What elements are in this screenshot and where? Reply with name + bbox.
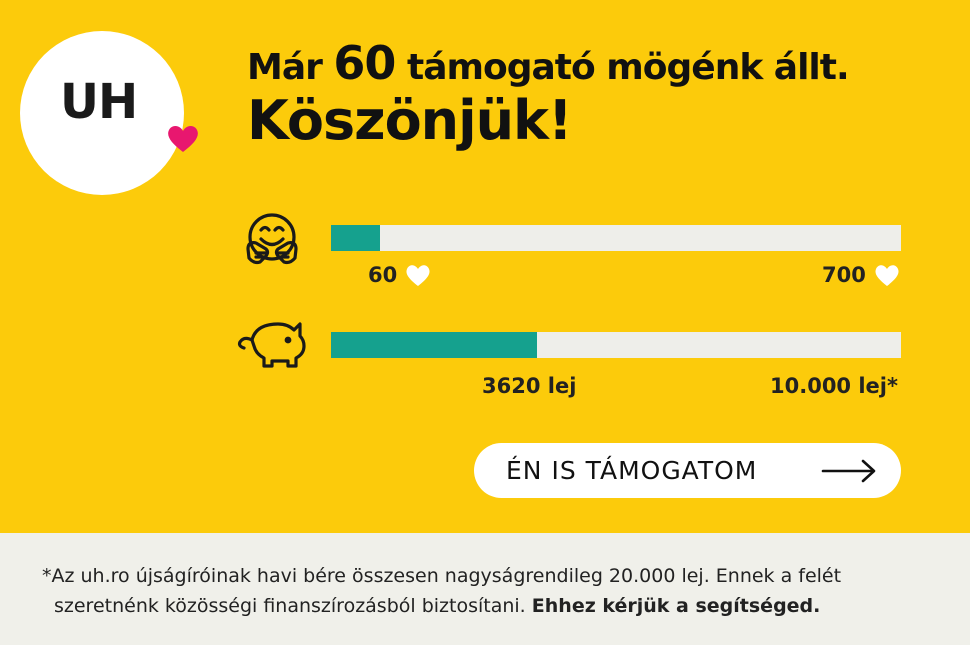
headline-prefix: Már <box>247 47 323 88</box>
piggy-bank-icon <box>237 322 306 368</box>
headline-suffix: támogató mögénk állt. <box>406 47 850 88</box>
headline-thanks: Köszönjük! <box>247 89 573 152</box>
footnote-line2-text: szeretnénk közösségi finanszírozásból bi… <box>54 595 526 617</box>
supporters-current: 60 <box>368 264 431 287</box>
supporters-progress-bar <box>331 225 901 251</box>
footnote-line2: szeretnénk közösségi finanszírozásból bi… <box>42 591 942 621</box>
supporters-count: 60 <box>333 36 396 90</box>
heart-icon <box>168 125 198 152</box>
supporters-goal-label: 700 <box>822 263 866 287</box>
money-progress-bar <box>331 332 901 358</box>
supporters-progress-fill <box>331 225 380 251</box>
supporters-goal: 700 <box>822 264 900 287</box>
supporters-current-label: 60 <box>368 263 398 287</box>
footnote-line1: *Az uh.ro újságíróinak havi bére összese… <box>42 565 842 587</box>
heart-icon <box>875 265 899 286</box>
money-goal-label: 10.000 lej* <box>770 374 898 398</box>
heart-icon <box>406 265 430 286</box>
support-button[interactable]: ÉN IS TÁMOGATOM <box>474 443 901 498</box>
logo-text[interactable]: UH <box>60 74 138 130</box>
arrow-right-icon <box>821 459 876 483</box>
footnote-line2-bold: Ehhez kérjük a segítséged. <box>531 595 821 617</box>
headline: Már 60 támogató mögénk állt. Köszönjük! <box>247 40 850 152</box>
hug-emoji-icon <box>246 213 298 265</box>
logo-circle[interactable] <box>20 31 184 195</box>
footnote: *Az uh.ro újságíróinak havi bére összese… <box>42 561 942 621</box>
headline-line1: Már 60 támogató mögénk állt. <box>247 40 850 88</box>
support-button-label: ÉN IS TÁMOGATOM <box>506 456 758 485</box>
money-progress-fill <box>331 332 538 358</box>
money-current-label: 3620 lej <box>482 374 577 398</box>
